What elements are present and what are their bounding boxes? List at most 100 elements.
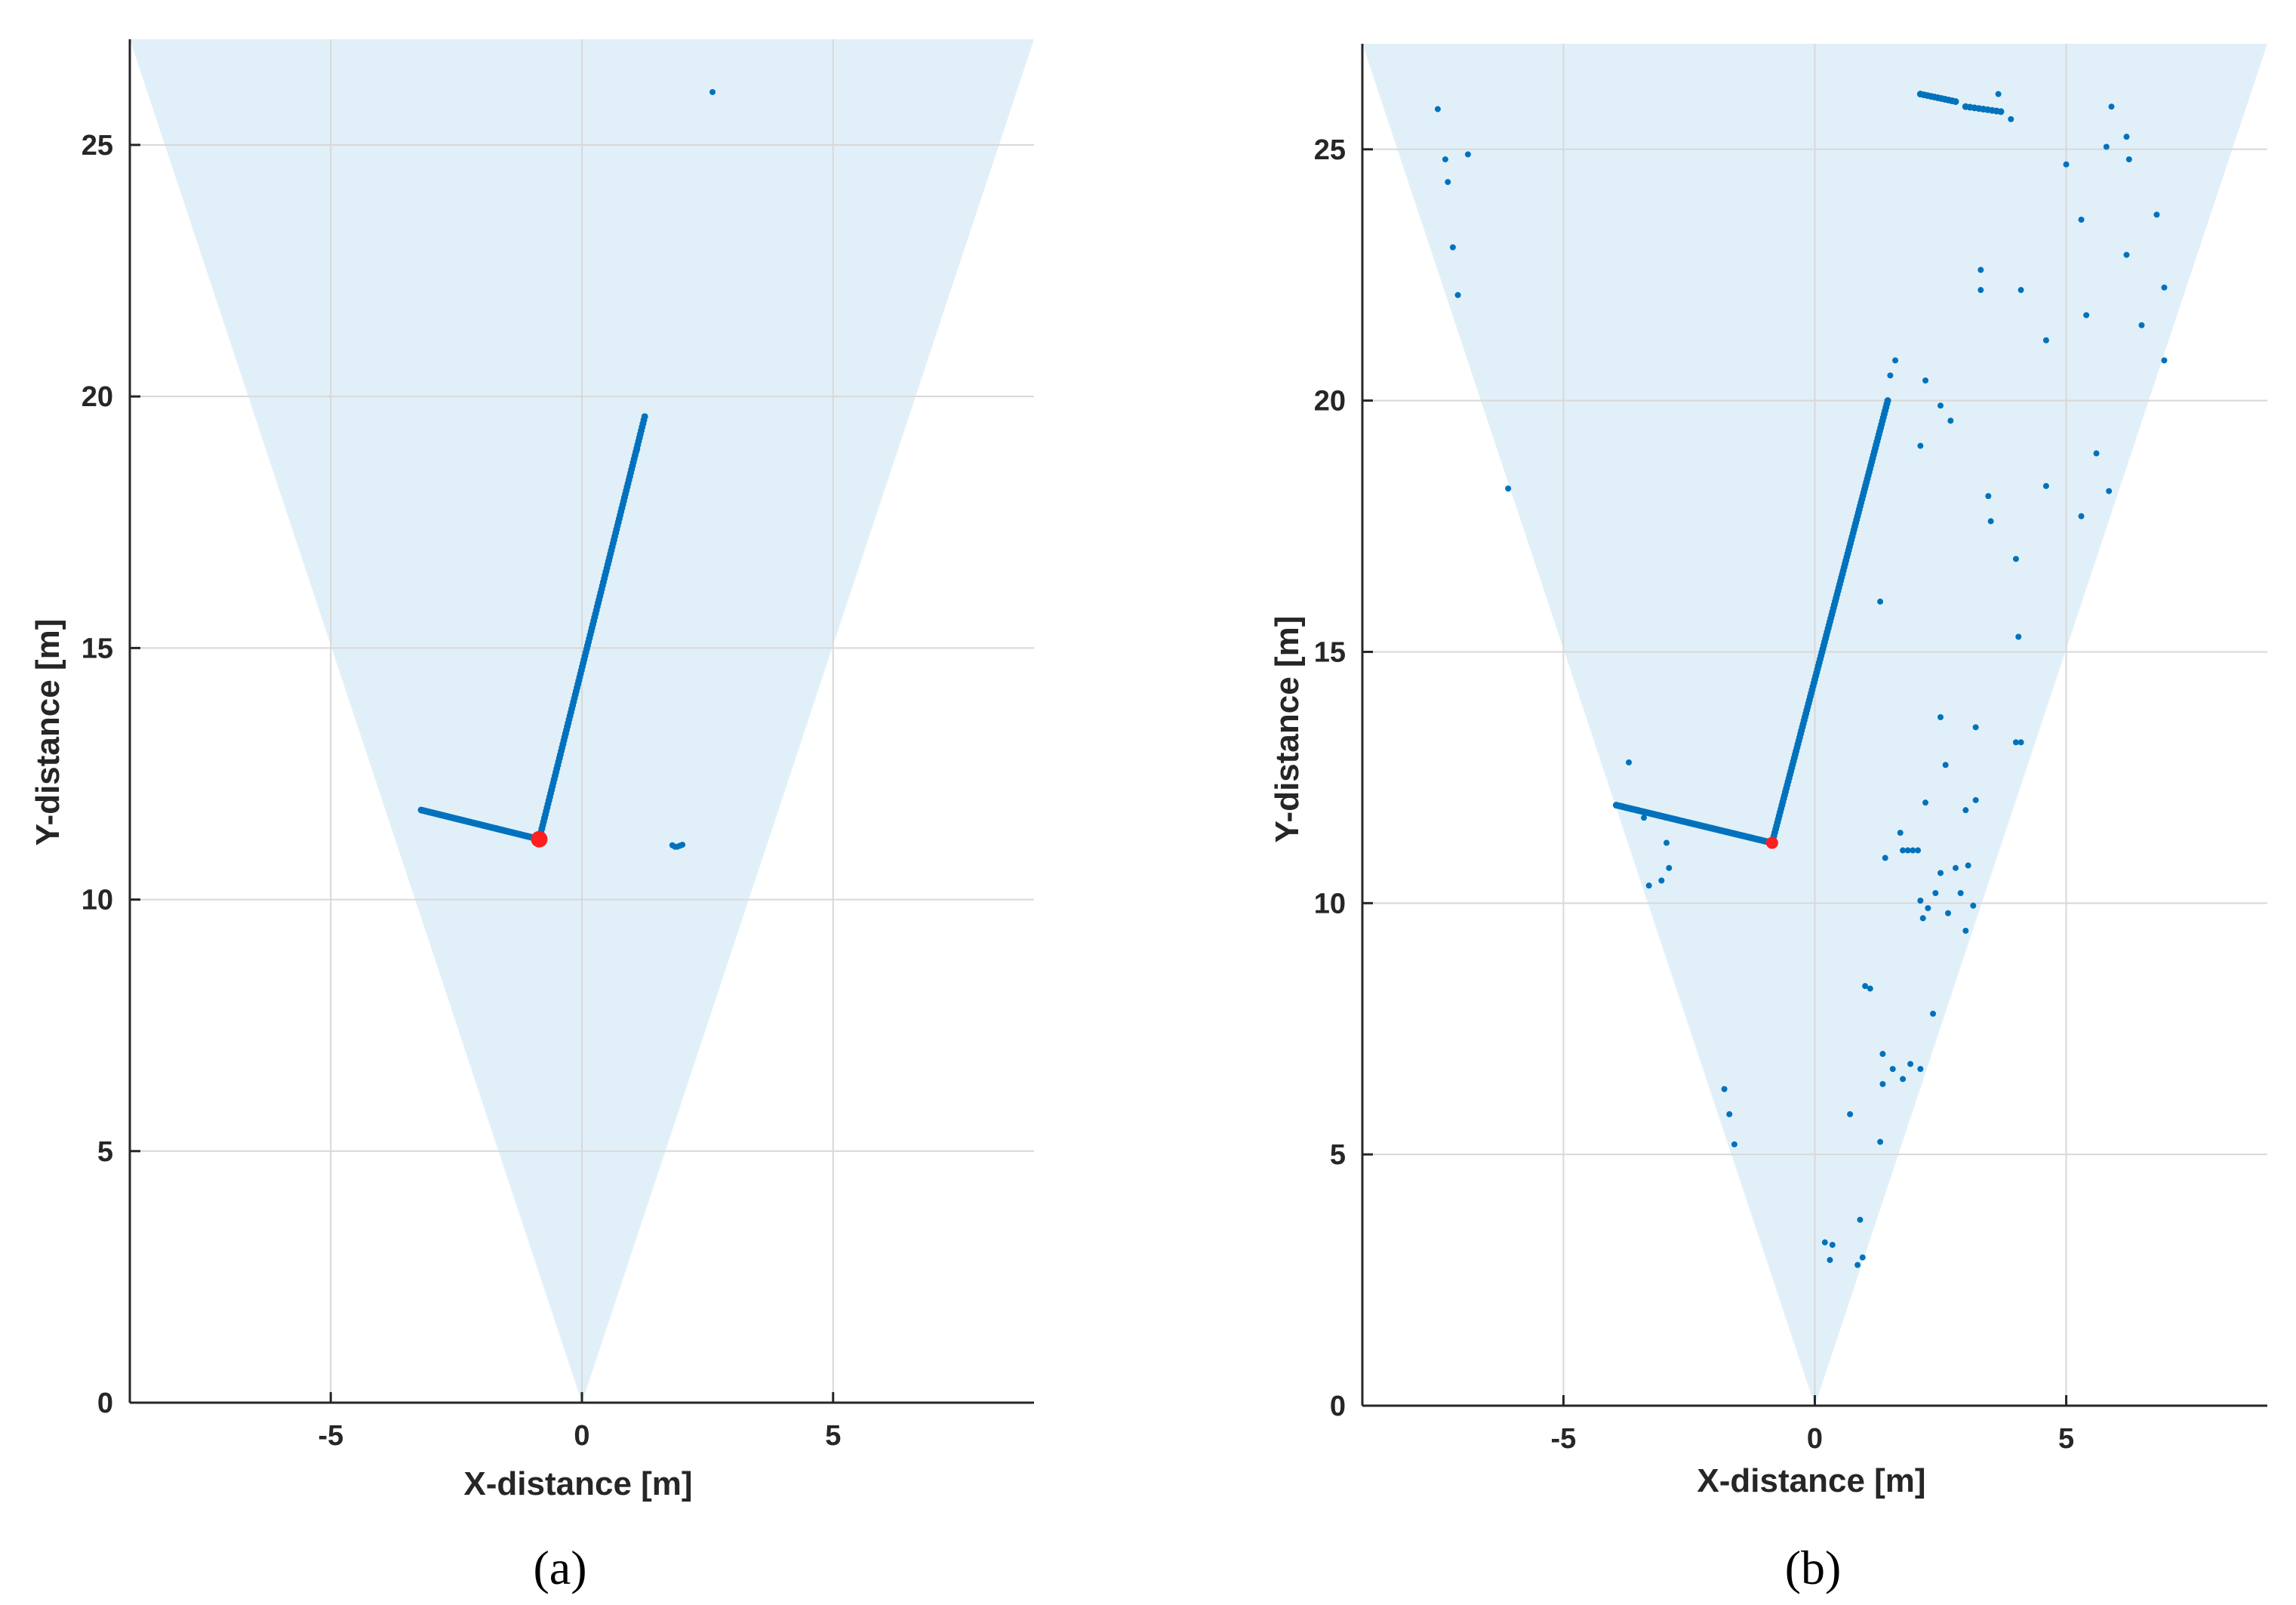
y-tick-label: 5 [97,1136,113,1168]
data-point [1915,847,1922,854]
data-point [1666,864,1673,871]
data-point [1919,915,1926,922]
data-point [1930,1010,1937,1017]
x-axis-label: X-distance [m] [463,1465,692,1502]
data-point [1917,1065,1924,1072]
data-point [1965,862,1971,869]
data-point [2138,322,2145,328]
data-point [1887,372,1894,379]
data-point [1972,724,1979,731]
data-point [2017,287,2024,294]
data-point [1937,870,1944,876]
y-tick-label: 0 [1330,1391,1346,1422]
data-point [1970,902,1977,909]
data-point [2123,251,2130,258]
data-point [1859,1254,1866,1261]
text-layer: X-distance [m] Y-distance [m] (b) [1269,616,1926,1594]
data-point [1977,287,1984,294]
data-point [1645,883,1652,889]
y-tick-label: 15 [82,633,113,664]
data-point [2078,513,2085,519]
data-point [1925,904,1931,911]
data-point [1641,815,1648,821]
data-point [2103,143,2110,150]
y-tick-label: 15 [1314,636,1346,668]
data-point [1995,91,2002,97]
x-tick-label: 0 [1807,1423,1823,1455]
data-point [709,88,716,95]
panel-a: -5 0 5 0 5 10 15 20 25 X-distance [m] Y-distance… [29,39,1034,1594]
data-point [1897,830,1904,836]
data-point [634,446,641,453]
data-point [1937,714,1944,721]
data-point [1731,1141,1737,1148]
data-point [1658,877,1665,884]
data-point [1889,1065,1896,1072]
data-point [1726,1111,1733,1117]
panel-b: -5 0 5 0 5 10 15 20 25 X-distance [m] Y-distance… [1269,44,2267,1594]
data-point [1900,847,1907,854]
data-point [1877,598,1884,605]
data-point [1932,890,1939,897]
points-layer [417,88,716,850]
data-point [1962,927,1969,934]
data-point [2017,739,2024,746]
data-point [1827,1256,1833,1263]
text-layer: X-distance [m] Y-distance [m] (a) [29,619,693,1594]
data-point [1829,1241,1836,1248]
data-point [2012,556,2019,562]
data-point [2042,482,2049,489]
x-tick-label: -5 [318,1420,343,1452]
y-tick-label: 25 [1314,134,1346,166]
data-point [2083,312,2090,319]
data-point [2161,357,2168,364]
data-point [1907,1061,1914,1067]
points-layer [1434,91,2168,1268]
data-point [1879,1080,1886,1087]
y-tick-label: 10 [82,885,113,916]
data-point [1847,1111,1854,1117]
panel-caption: (b) [1785,1541,1842,1594]
x-axis-label: X-distance [m] [1697,1462,1925,1499]
data-point [1721,1086,1728,1092]
data-point [1442,156,1448,163]
y-tick-label: 0 [97,1388,113,1419]
data-point [1972,796,1979,803]
x-tick-label: 5 [2058,1423,2074,1455]
data-point [1957,890,1964,897]
data-point [2161,284,2168,291]
data-point [1904,847,1911,854]
y-tick-label: 10 [1314,888,1346,920]
data-point [1867,985,1873,992]
x-tick-label: 0 [574,1420,589,1452]
data-point [1962,807,1969,814]
data-point [1626,759,1633,766]
data-point [1997,108,2005,116]
data-point [1434,106,1441,112]
data-point [2123,134,2130,140]
data-point [1917,897,1924,904]
data-point [2008,116,2014,122]
axes-layer: -5 0 5 0 5 10 15 20 25 [1314,44,2267,1455]
data-point [1857,1216,1864,1223]
data-point [1884,397,1891,405]
data-point [1947,417,1954,424]
data-point [2063,161,2070,168]
data-point [1505,485,1512,492]
panel-caption: (a) [533,1541,586,1594]
y-tick-label: 5 [1330,1139,1346,1171]
red-marker [531,830,548,848]
data-point [1987,518,1994,525]
data-point [2042,337,2049,343]
data-point [2108,103,2115,110]
data-point [1942,762,1949,769]
data-point [679,841,686,848]
data-point [1945,910,1952,916]
data-point [1882,855,1888,861]
data-point [1937,402,1944,409]
data-point [1985,493,1992,500]
data-point [1952,98,1959,106]
y-axis-label: Y-distance [m] [29,619,66,846]
data-point [2012,739,2019,746]
